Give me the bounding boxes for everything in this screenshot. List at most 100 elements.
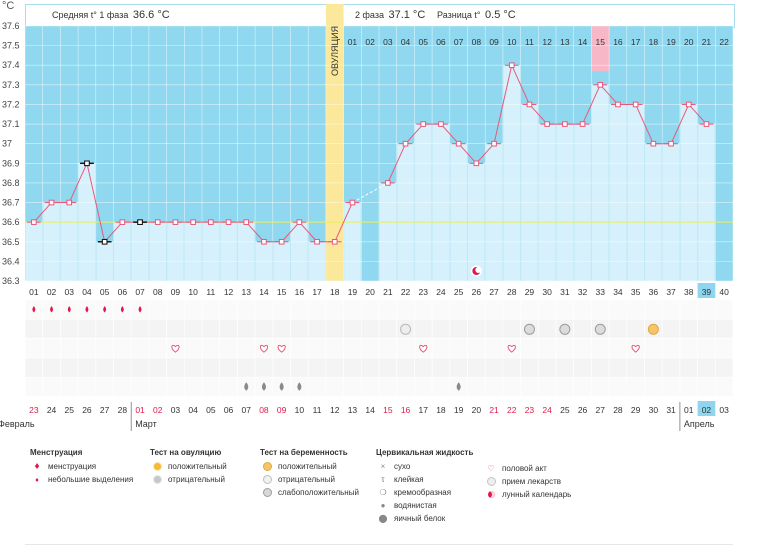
legend-title: Менструация xyxy=(30,448,83,457)
calendar-date-label: 13 xyxy=(348,405,358,415)
row-cell xyxy=(502,376,521,397)
row-cell xyxy=(608,357,628,378)
row-cell xyxy=(343,338,362,359)
excluded-point xyxy=(101,238,108,245)
temperature-bar xyxy=(237,222,255,281)
cycle-day-label: 07 xyxy=(135,287,145,297)
row-cell xyxy=(290,338,309,359)
row-cell xyxy=(148,299,167,320)
phase2-day-label: 05 xyxy=(419,37,429,47)
calendar-date-label: 01 xyxy=(684,405,694,415)
cycle-day-label: 28 xyxy=(507,287,517,297)
temperature-bar xyxy=(379,182,397,281)
temperature-bar xyxy=(114,222,131,281)
row-cell xyxy=(661,299,681,320)
temperature-point xyxy=(190,219,196,225)
phase1-value: 36.6 °C xyxy=(132,9,170,21)
temperature-point xyxy=(597,82,604,88)
row-cell xyxy=(183,299,203,320)
temperature-segment xyxy=(511,65,530,105)
row-cell xyxy=(714,376,734,397)
phase2-day-label: 04 xyxy=(401,37,411,47)
row-cell xyxy=(449,299,468,320)
calendar-date-label: 21 xyxy=(489,405,499,415)
month-label: Февраль xyxy=(0,419,35,429)
y-tick-label: 36.3 xyxy=(2,276,20,286)
row-cell xyxy=(378,338,398,359)
phase2-day-label: 10 xyxy=(507,37,517,47)
temperature-bar xyxy=(220,222,237,281)
y-tick-label: 36.9 xyxy=(2,158,20,168)
row-cell xyxy=(77,318,97,339)
row-cell xyxy=(360,299,380,320)
phase2-value: 37.1 °C xyxy=(388,9,426,21)
row-cell xyxy=(219,318,238,339)
temperature-point xyxy=(349,199,356,206)
row-cell xyxy=(431,357,451,378)
watery-icon xyxy=(244,382,249,391)
row-cell xyxy=(290,357,309,378)
row-cell xyxy=(697,299,716,320)
row-cell xyxy=(573,299,592,320)
temperature-bar xyxy=(503,65,521,281)
cycle-day-label: 37 xyxy=(666,287,676,297)
row-cell xyxy=(42,357,61,378)
temperature-bar xyxy=(627,104,644,281)
row-cell xyxy=(237,299,256,320)
legend-item: отрицательный xyxy=(168,475,225,484)
temperature-bar xyxy=(397,143,414,281)
cycle-day-label: 32 xyxy=(578,287,588,297)
row-cell xyxy=(484,338,504,359)
calendar-date-label: 23 xyxy=(29,405,39,415)
calendar-date-label: 23 xyxy=(525,405,535,415)
temperature-segment xyxy=(104,221,123,243)
temperature-bar xyxy=(131,222,149,281)
row-cell xyxy=(201,376,221,397)
row-cell xyxy=(343,318,362,339)
row-cell xyxy=(396,299,415,320)
temperature-point xyxy=(438,121,444,127)
row-cell xyxy=(360,357,380,378)
temperature-point xyxy=(632,101,639,108)
temperature-point xyxy=(668,140,674,147)
row-cell xyxy=(360,318,380,339)
row-cell xyxy=(537,318,557,339)
y-tick-label: 37 xyxy=(2,139,12,149)
row-cell xyxy=(24,376,44,397)
cycle-day-label: 20 xyxy=(365,287,375,297)
cycle-day-label: 06 xyxy=(118,287,128,297)
test-result-icon xyxy=(400,323,412,335)
row-cell xyxy=(378,357,398,378)
row-cell xyxy=(307,376,327,397)
phase2-day-label: 18 xyxy=(649,37,659,47)
temperature-point xyxy=(579,121,586,127)
cycle-day-label: 22 xyxy=(401,287,411,297)
cycle-day-label: 13 xyxy=(242,287,252,297)
calendar-date-label: 19 xyxy=(454,405,464,415)
temperature-segment xyxy=(670,104,690,144)
phase2-day-label: 11 xyxy=(525,37,534,47)
calendar-date-label: 15 xyxy=(383,405,393,415)
row-cell xyxy=(697,357,716,378)
cycle-day-label: 04 xyxy=(82,287,92,297)
row-cell xyxy=(608,299,628,320)
row-cell xyxy=(307,338,327,359)
temperature-bar xyxy=(645,143,662,281)
row-cell xyxy=(272,357,291,378)
temperature-point xyxy=(243,219,250,225)
calendar-date-label: 27 xyxy=(596,405,606,415)
temperature-segment xyxy=(298,221,318,243)
row-cell xyxy=(360,376,380,397)
difference-label: Разница t° xyxy=(437,10,481,20)
temperature-point xyxy=(331,238,338,245)
row-cell xyxy=(608,376,628,397)
row-cell xyxy=(396,338,415,359)
row-cell xyxy=(661,338,681,359)
row-cell xyxy=(573,376,592,397)
cycle-day-label: 30 xyxy=(542,287,552,297)
phase2-day-label: 14 xyxy=(578,37,588,47)
test-result-icon xyxy=(523,323,535,335)
row-cell xyxy=(148,338,167,359)
dry-icon: × xyxy=(380,462,386,471)
temperature-segment xyxy=(440,123,460,145)
